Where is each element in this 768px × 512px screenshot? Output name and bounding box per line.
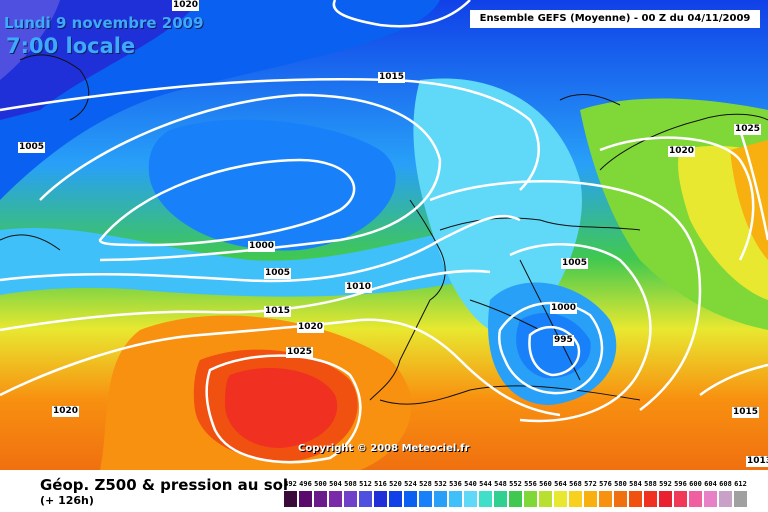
scale-label: 548 (494, 480, 507, 488)
scale-label: 552 (509, 480, 522, 488)
scale-label: 536 (449, 480, 462, 488)
scale-swatch (359, 491, 372, 507)
scale-label: 508 (344, 480, 357, 488)
isobar-label: 1025 (734, 124, 762, 135)
scale-swatch (509, 491, 522, 507)
scale-label: 584 (629, 480, 642, 488)
scale-swatch (284, 491, 297, 507)
isobar-label: 1013 (746, 456, 768, 467)
scale-label: 492 (284, 480, 297, 488)
scale-swatch (719, 491, 732, 507)
scale-label: 496 (299, 480, 312, 488)
scale-label: 516 (374, 480, 387, 488)
scale-label: 580 (614, 480, 627, 488)
scale-label: 588 (644, 480, 657, 488)
footer-subtitle: (+ 126h) (40, 494, 94, 507)
scale-label: 604 (704, 480, 717, 488)
isobar-label: 1000 (550, 303, 578, 314)
scale-label: 576 (599, 480, 612, 488)
scale-swatch (584, 491, 597, 507)
scale-label: 540 (464, 480, 477, 488)
isobar-label: 995 (553, 335, 574, 346)
scale-label: 528 (419, 480, 432, 488)
color-scale-legend: 492 496 500 504 508 512 516 520 524 528 532 536 540 5… (284, 480, 752, 510)
scale-label: 592 (659, 480, 672, 488)
isobar-label: 1010 (345, 282, 373, 293)
scale-swatch (674, 491, 687, 507)
footer-title: Géop. Z500 & pression au sol (40, 476, 289, 494)
isobar-label: 1015 (732, 407, 760, 418)
scale-swatch (614, 491, 627, 507)
scale-swatch (479, 491, 492, 507)
scale-swatch (599, 491, 612, 507)
isobar-label: 1020 (52, 406, 80, 417)
scale-swatch (344, 491, 357, 507)
copyright-label: Copyright © 2008 Meteociel.fr (298, 443, 470, 454)
isobar-label: 1020 (668, 146, 696, 157)
scale-swatch (314, 491, 327, 507)
scale-label: 512 (359, 480, 372, 488)
scale-label: 596 (674, 480, 687, 488)
scale-label: 532 (434, 480, 447, 488)
scale-swatch (329, 491, 342, 507)
scale-swatch (464, 491, 477, 507)
scale-swatch (434, 491, 447, 507)
scale-swatch (524, 491, 537, 507)
scale-label: 500 (314, 480, 327, 488)
time-label: 7:00 locale (6, 34, 136, 58)
scale-swatch (299, 491, 312, 507)
scale-swatch (554, 491, 567, 507)
scale-swatch (569, 491, 582, 507)
scale-label: 572 (584, 480, 597, 488)
scale-swatch (419, 491, 432, 507)
date-label: Lundi 9 novembre 2009 (4, 14, 204, 32)
scale-label: 556 (524, 480, 537, 488)
scale-label: 520 (389, 480, 402, 488)
scale-label: 600 (689, 480, 702, 488)
scale-swatch (689, 491, 702, 507)
isobar-label: 1020 (297, 322, 325, 333)
scale-label: 560 (539, 480, 552, 488)
model-run-label: Ensemble GEFS (Moyenne) - 00 Z du 04/11/… (470, 10, 760, 28)
scale-label: 524 (404, 480, 417, 488)
isobar-label: 1005 (264, 268, 292, 279)
scale-label: 612 (734, 480, 747, 488)
isobar-label: 1025 (286, 347, 314, 358)
scale-label: 544 (479, 480, 492, 488)
weather-map (0, 0, 768, 470)
scale-swatch (389, 491, 402, 507)
scale-label: 608 (719, 480, 732, 488)
scale-swatch (494, 491, 507, 507)
scale-swatch (629, 491, 642, 507)
scale-swatch (539, 491, 552, 507)
scale-swatch (704, 491, 717, 507)
isobar-label: 1005 (561, 258, 589, 269)
scale-swatch (374, 491, 387, 507)
isobar-label: 1015 (264, 306, 292, 317)
scale-label: 564 (554, 480, 567, 488)
isobar-label: 1000 (248, 241, 276, 252)
scale-swatch (659, 491, 672, 507)
scale-swatch (449, 491, 462, 507)
scale-label: 568 (569, 480, 582, 488)
isobar-label: 1005 (18, 142, 46, 153)
isobar-label: 1020 (172, 0, 200, 11)
scale-swatch (644, 491, 657, 507)
scale-swatch (734, 491, 747, 507)
scale-label: 504 (329, 480, 342, 488)
isobar-label: 1015 (378, 72, 406, 83)
scale-swatch (404, 491, 417, 507)
